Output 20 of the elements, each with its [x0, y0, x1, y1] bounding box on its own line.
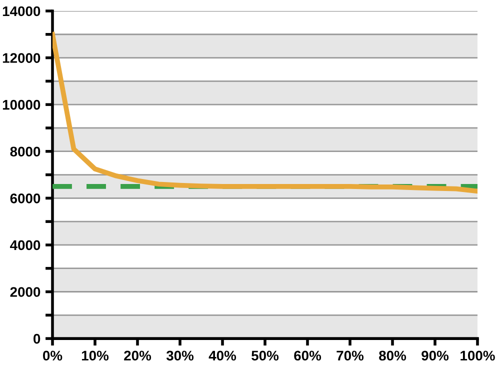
x-tick-label: 20%	[124, 350, 152, 361]
x-tick-label: 100%	[460, 350, 495, 361]
x-tick-label: 40%	[208, 350, 236, 361]
x-tick-label: 90%	[422, 350, 449, 361]
x-tick-label: 50%	[252, 350, 279, 361]
y-tick-label: 10000	[2, 100, 40, 110]
y-tick-label: 12000	[2, 53, 40, 63]
x-tick-label: 10%	[82, 350, 109, 361]
line-series	[52, 32, 478, 194]
y-tick-label: 6000	[10, 193, 40, 204]
x-tick-label: 0%	[43, 350, 62, 361]
x-tick-label: 80%	[379, 350, 406, 361]
y-tick-label: 0	[34, 334, 40, 344]
y-tick-label: 14000	[2, 6, 40, 16]
y-tick-label: 4000	[10, 240, 40, 250]
y-tick-label: 8000	[10, 146, 40, 157]
x-tick-label: 30%	[166, 350, 194, 361]
y-tick-label: 2000	[10, 287, 40, 297]
x-tick-label: 60%	[294, 350, 322, 361]
x-tick-label: 70%	[336, 350, 364, 361]
